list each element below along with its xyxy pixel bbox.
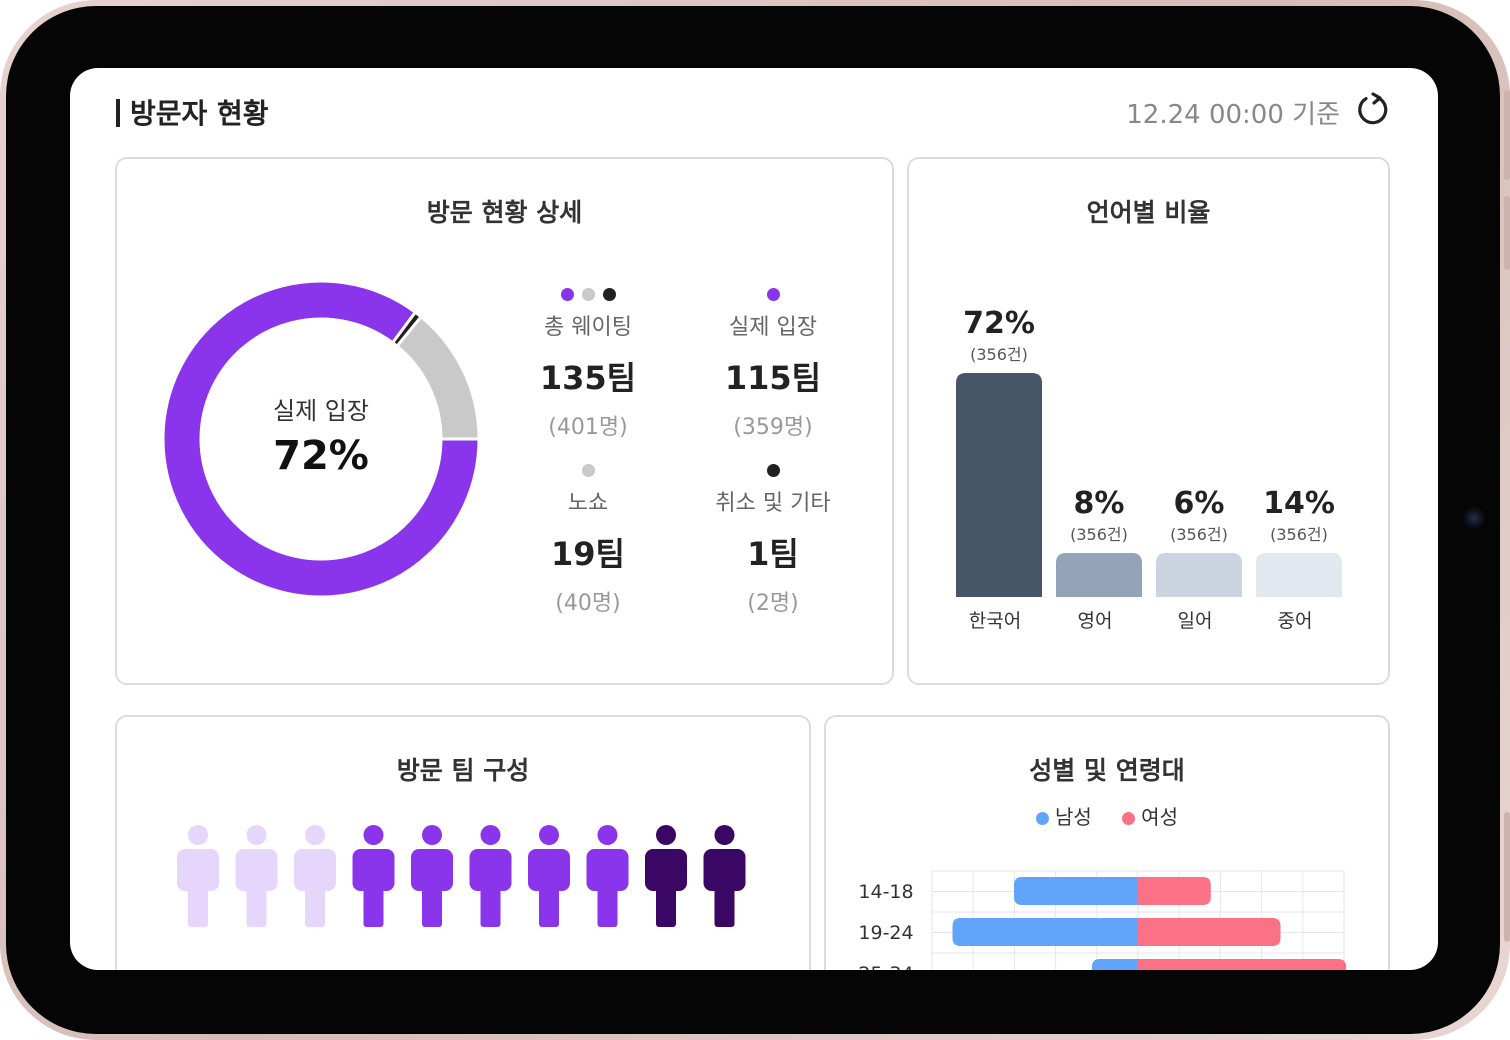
male-bar: [1014, 877, 1137, 905]
language-ratio-title: 언어별 비율: [1086, 198, 1211, 227]
stat-people: (401명): [548, 415, 628, 440]
purple-dot-icon: [766, 287, 780, 301]
language-ratio-card: 언어별 비율 72% (356건) 한국어 8% (356건) 영어 6% (356건) 일어 1…: [907, 157, 1390, 685]
stat-teams: 1팀: [747, 535, 799, 573]
stat-actual-entry: 실제 입장 115팀 (359명): [673, 285, 873, 441]
stat-no-show: 노쇼 19팀 (40명): [488, 461, 688, 617]
page-title: 방문자 현황: [116, 92, 269, 132]
age-category-label: 14-18: [858, 881, 913, 903]
stat-label: 실제 입장: [729, 315, 817, 340]
language-bar: [1056, 553, 1142, 597]
gender-age-title: 성별 및 연령대: [1029, 756, 1185, 785]
stat-people: (359명): [733, 415, 813, 440]
gender-age-bar-chart: 14-18 19-24 25-34: [858, 870, 1347, 970]
age-category-label: 19-24: [858, 922, 913, 944]
legend-male: 남성: [1036, 801, 1092, 830]
donut-segment-actual-entry: [161, 279, 481, 599]
volume-up-button: [1504, 90, 1510, 180]
female-bar: [1137, 918, 1281, 946]
language-bar: [1156, 553, 1242, 597]
gender-age-card: 성별 및 연령대 남성 여성 14-18 19-24 25-34: [824, 715, 1390, 970]
stat-people: (40명): [555, 591, 621, 616]
gender-legend: 남성 여성: [826, 801, 1388, 830]
female-swatch-icon: [1122, 812, 1136, 825]
team-composition-card: 방문 팀 구성: [115, 715, 811, 970]
donut-segment-no-show: [394, 314, 481, 441]
stat-teams: 115팀: [724, 359, 822, 397]
language-count-label: (356건): [970, 345, 1028, 364]
side-button: [1504, 812, 1510, 942]
gray-dot-icon: [581, 287, 595, 301]
screen: 방문자 현황 12.24 00:00 기준 방문 현황 상세 실제 입장 72%…: [70, 68, 1438, 970]
person-icon: [294, 825, 336, 927]
language-bar: [956, 373, 1042, 597]
visit-detail-title: 방문 현황 상세: [426, 198, 583, 227]
stat-label: 총 웨이팅: [544, 315, 632, 340]
male-bar: [952, 918, 1137, 946]
person-icon: [469, 825, 512, 927]
person-icon: [528, 825, 570, 927]
person-icon: [703, 825, 746, 927]
donut-label: 실제 입장: [273, 397, 369, 425]
visit-detail-card: 방문 현황 상세 실제 입장 72% 총 웨이팅 135팀 (401명) 실제 …: [115, 157, 894, 685]
person-icon: [235, 825, 278, 927]
person-icon: [586, 825, 629, 927]
front-camera: [1462, 506, 1486, 530]
age-category-label: 25-34: [858, 963, 913, 970]
page-title-text: 방문자 현황: [130, 97, 269, 130]
stat-dots: [673, 285, 873, 303]
language-value-label: 6%: [1174, 486, 1225, 521]
black-dot-icon: [766, 463, 780, 477]
female-bar: [1137, 877, 1211, 905]
stat-cancel-other: 취소 및 기타 1팀 (2명): [673, 461, 873, 617]
person-icon: [177, 825, 219, 927]
legend-female: 여성: [1122, 801, 1178, 830]
person-icon: [645, 825, 687, 927]
language-bar-chart: 72% (356건) 한국어 8% (356건) 영어 6% (356건) 일어 14% (356건…: [956, 306, 1342, 632]
title-bar-accent: [116, 99, 120, 127]
team-icon-row: [177, 825, 746, 927]
person-icon: [411, 825, 453, 927]
purple-dot-icon: [560, 287, 574, 301]
language-category-label: 중어: [1278, 610, 1313, 632]
language-value-label: 8%: [1074, 486, 1125, 521]
stat-dots: [488, 461, 688, 479]
stat-label: 노쇼: [567, 491, 609, 516]
language-value-label: 14%: [1263, 486, 1335, 521]
stat-label: 취소 및 기타: [715, 491, 831, 516]
language-category-label: 한국어: [969, 610, 1021, 632]
language-count-label: (356건): [1170, 525, 1228, 544]
person-icon: [352, 825, 395, 927]
language-bar: [1256, 553, 1342, 597]
language-category-label: 영어: [1078, 610, 1113, 632]
male-swatch-icon: [1036, 812, 1049, 825]
volume-down-button: [1504, 196, 1510, 270]
stat-dots: [488, 285, 688, 303]
refresh-icon[interactable]: [1356, 92, 1390, 126]
team-composition-title: 방문 팀 구성: [396, 756, 530, 785]
stat-teams: 19팀: [551, 535, 625, 573]
language-value-label: 72%: [963, 306, 1035, 341]
stat-total-waiting: 총 웨이팅 135팀 (401명): [488, 285, 688, 441]
entry-donut-chart: [161, 279, 481, 599]
legend-male-label: 남성: [1055, 805, 1092, 829]
stat-teams: 135팀: [539, 359, 637, 397]
male-bar: [1091, 959, 1137, 970]
female-bar: [1137, 959, 1347, 970]
timestamp: 12.24 00:00 기준: [1126, 100, 1340, 130]
language-count-label: (356건): [1070, 525, 1128, 544]
gray-dot-icon: [581, 463, 595, 477]
black-dot-icon: [602, 287, 616, 301]
legend-female-label: 여성: [1141, 805, 1178, 829]
stat-people: (2명): [747, 591, 799, 616]
language-count-label: (356건): [1270, 525, 1328, 544]
stat-dots: [673, 461, 873, 479]
donut-value: 72%: [273, 433, 369, 479]
language-category-label: 일어: [1178, 610, 1213, 632]
